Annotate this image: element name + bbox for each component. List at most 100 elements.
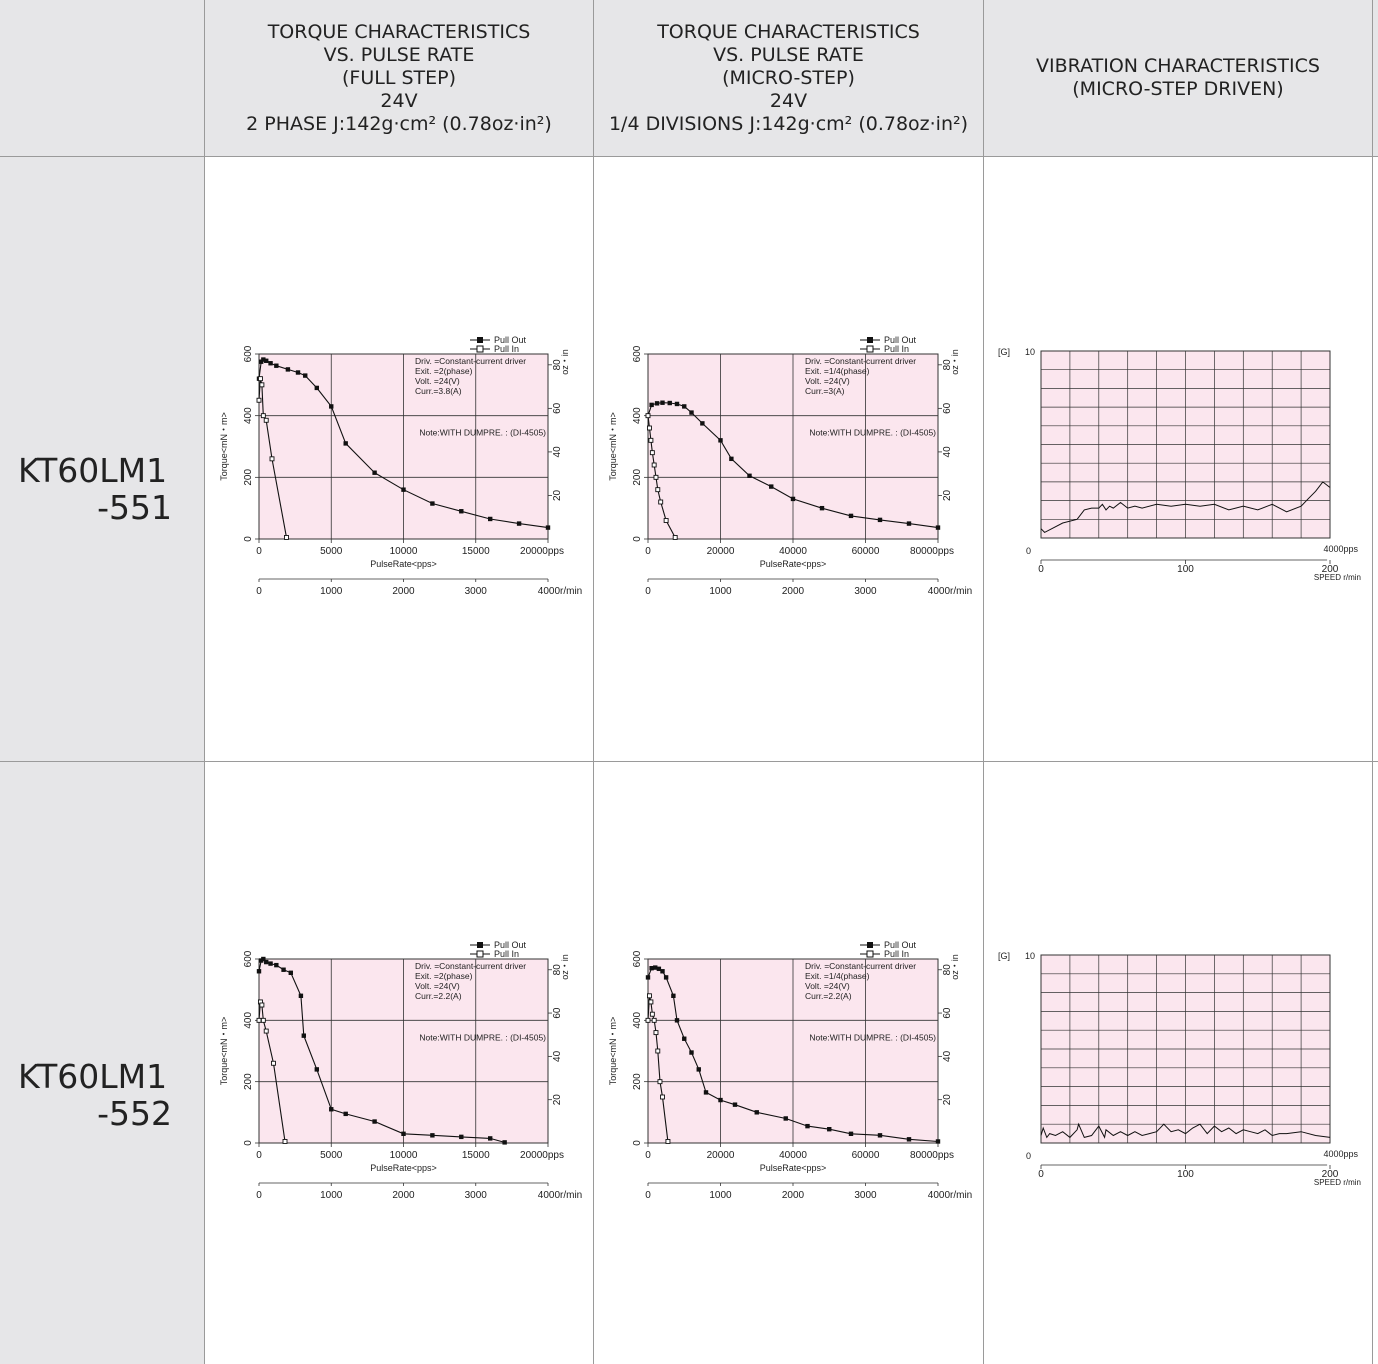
data-point-pull-in [651,462,657,468]
y-tick-label: 200 [632,1073,643,1090]
rpm-tick-label: 3000 [465,586,488,597]
header-line: 2 PHASE J:142g·cm² (0.78oz·in²) [246,112,552,135]
data-point-pull-out [660,969,665,974]
y-tick-label: 400 [243,407,254,424]
x-axis-label: PulseRate<pps> [370,1163,437,1173]
rpm-tick-label: 4000r/min [538,1190,582,1201]
speed-axis-label: SPEED r/min [1314,573,1361,582]
data-point-pull-out [372,470,377,475]
data-point-pull-out [649,402,654,408]
data-point-pull-in [282,1139,288,1144]
y-tick-label: 400 [243,1012,254,1029]
y2-tick-label: 80 [942,359,953,371]
driver-note: Exit. =2(phase) [415,971,473,981]
driver-note: Curr.=2.2(A) [805,991,852,1001]
data-point-pull-in [663,518,669,523]
data-point-pull-out [343,1111,348,1117]
y-tick-label: 200 [632,469,643,486]
data-point-pull-out [747,473,752,478]
header-line: VS. PULSE RATE [323,43,475,66]
damper-note: Note:WITH DUMPRE. : (DI-4505) [419,1032,546,1042]
data-point-pull-out [935,1139,941,1144]
speed-tick-label: 100 [1177,564,1194,575]
x-tick-label: 5000 [320,1150,343,1161]
data-point-pull-out [516,521,522,526]
speed-axis-label: SPEED r/min [1314,1178,1361,1187]
legend-label: Pull Out [884,335,917,345]
speed-tick-label: 0 [1038,1169,1044,1180]
x-tick-label: 20000pps [520,1150,564,1161]
data-point-pull-out [682,404,687,409]
grid-hline [0,761,1378,762]
data-point-pull-out [649,966,654,971]
data-point-pull-in [645,1017,651,1023]
data-point-pull-out [689,410,694,415]
x-tick-label: 60000 [852,1150,880,1161]
rpm-tick-label: 4000r/min [538,586,582,597]
data-point-pull-out [671,993,676,998]
rpm-tick-label: 1000 [709,586,732,597]
y2-tick-label: 60 [942,402,953,414]
data-point-pull-in [263,417,269,423]
y-tick-label: 0 [1026,546,1031,556]
data-point-pull-in [257,376,263,382]
data-point-pull-out [645,975,651,980]
header-line: VS. PULSE RATE [713,43,864,66]
series-line-pull-in [647,415,676,538]
rpm-tick-label: 2000 [782,586,805,597]
header-line: (MICRO-STEP) [722,66,855,89]
data-point-pull-out [674,401,680,407]
legend-marker-hollow [866,345,874,353]
header-line: 24V [380,89,418,112]
vibration-line [1040,1122,1331,1139]
y2-tick-label: 60 [942,1007,953,1019]
data-point-pull-in [259,382,265,388]
legend-label: Pull In [884,344,909,354]
header-line: (MICRO-STEP DRIVEN) [1072,78,1284,100]
legend-label: Pull Out [884,940,917,950]
data-point-pull-out [653,965,658,970]
legend-marker-filled [867,942,873,948]
header-vibration: VIBRATION CHARACTERISTICS (MICRO-STEP DR… [984,0,1372,156]
data-point-pull-out [314,1067,319,1072]
y-tick-label: 200 [243,469,254,486]
driver-note: Driv. =Constant-current driver [805,356,916,366]
data-point-pull-out [906,521,912,526]
data-point-pull-out [827,1127,832,1132]
data-point-pull-out [700,421,705,426]
y-axis-label: Torque<mN・m> [219,412,229,481]
legend-marker-filled [477,942,483,948]
y-axis-label: [G] [998,347,1010,357]
y2-tick-label: 60 [552,402,563,414]
grid-vline [983,0,984,1364]
data-point-pull-in [655,487,661,493]
data-point-pull-in [655,1048,661,1054]
speed-tick-label: 0 [1038,564,1044,575]
x-axis-label: PulseRate<pps> [760,559,827,569]
y2-tick-label: 40 [552,446,563,458]
data-point-pull-out [264,358,269,363]
data-point-pull-out [372,1119,377,1124]
header-full-step: TORQUE CHARACTERISTICS VS. PULSE RATE (F… [205,0,593,156]
data-point-pull-in [649,450,655,456]
rpm-tick-label: 1000 [709,1190,732,1201]
y2-tick-label: 80 [942,964,953,976]
damper-note: Note:WITH DUMPRE. : (DI-4505) [419,428,546,438]
driver-note: Volt. =24(V) [805,376,850,386]
data-point-pull-in [660,1094,665,1100]
y-tick-label: 0 [632,536,643,542]
model-name-line1: KT60LM1 [18,1057,168,1096]
y-tick-label: 600 [632,345,643,362]
y2-axis-label: oz・in [560,954,570,980]
x-tick-label: 0 [645,546,651,557]
data-point-pull-in [648,437,654,443]
data-point-pull-in [648,999,654,1005]
x-tick-label: 0 [256,1150,262,1161]
data-point-pull-out [295,370,301,375]
x-tick-label: 80000pps [910,1150,954,1161]
y2-tick-label: 40 [942,1050,953,1062]
data-point-pull-in [651,1017,657,1023]
y2-tick-label: 80 [552,964,563,976]
